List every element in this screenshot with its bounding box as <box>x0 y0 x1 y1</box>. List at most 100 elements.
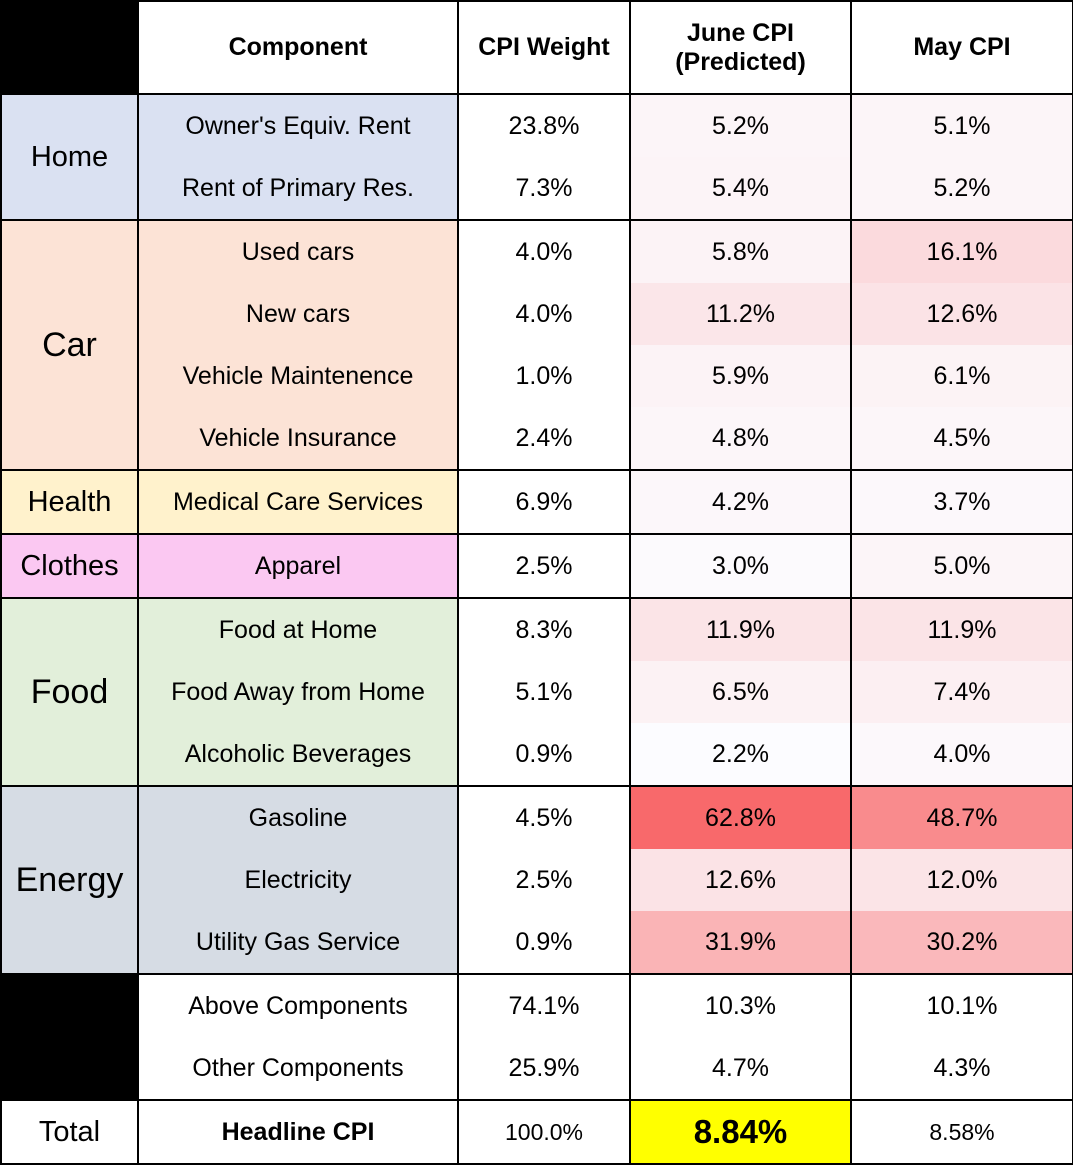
header-cpi-weight: CPI Weight <box>457 0 631 95</box>
component-cell: Owner's Equiv. Rent <box>137 93 459 157</box>
component-cell: Above Components <box>137 973 459 1037</box>
component-cell: Gasoline <box>137 785 459 849</box>
weight-cell: 2.5% <box>457 849 631 911</box>
table-body: Home Owner's Equiv. Rent 23.8% 5.2% 5.1% Rent… <box>0 93 1073 1165</box>
may-cpi-cell: 7.4% <box>850 661 1073 723</box>
june-cpi-cell: 5.8% <box>629 219 852 283</box>
june-cpi-cell: 62.8% <box>629 785 852 849</box>
table-row: Health Medical Care Services 6.9% 4.2% 3.7% <box>0 469 1073 535</box>
may-cpi-cell: 5.2% <box>850 157 1073 221</box>
table-row: Electricity 2.5% 12.6% 12.0% <box>1 849 1073 911</box>
table-row: Clothes Apparel 2.5% 3.0% 5.0% <box>0 533 1073 599</box>
weight-cell: 7.3% <box>457 157 631 221</box>
june-cpi-cell: 5.9% <box>629 345 852 407</box>
may-cpi-cell: 12.6% <box>850 283 1073 345</box>
table-row: Food Food at Home 8.3% 11.9% 11.9% <box>0 597 1073 787</box>
weight-cell: 0.9% <box>457 723 631 787</box>
component-cell: Electricity <box>137 849 459 911</box>
total-weight: 100.0% <box>457 1099 631 1165</box>
category-home: Home <box>0 93 139 221</box>
component-cell: Medical Care Services <box>137 469 459 535</box>
may-cpi-cell: 4.0% <box>850 723 1073 787</box>
table-row: Home Owner's Equiv. Rent 23.8% 5.2% 5.1% <box>0 93 1073 221</box>
table-row: Rent of Primary Res. 7.3% 5.4% 5.2% <box>1 157 1073 221</box>
component-cell: New cars <box>137 283 459 345</box>
june-cpi-cell: 4.7% <box>629 1037 852 1101</box>
may-cpi-cell: 4.3% <box>850 1037 1073 1101</box>
weight-cell: 4.0% <box>457 283 631 345</box>
june-cpi-cell: 31.9% <box>629 911 852 975</box>
may-cpi-cell: 16.1% <box>850 219 1073 283</box>
may-cpi-cell: 30.2% <box>850 911 1073 975</box>
may-cpi-cell: 12.0% <box>850 849 1073 911</box>
june-cpi-cell: 5.4% <box>629 157 852 221</box>
weight-cell: 6.9% <box>457 469 631 535</box>
table-row: Utility Gas Service 0.9% 31.9% 30.2% <box>1 911 1073 975</box>
header-may-cpi: May CPI <box>850 0 1073 95</box>
may-cpi-cell: 5.0% <box>850 533 1073 599</box>
may-cpi-cell: 4.5% <box>850 407 1073 471</box>
may-cpi-cell: 5.1% <box>850 93 1073 157</box>
component-cell: Vehicle Insurance <box>137 407 459 471</box>
category-car: Car <box>0 219 139 471</box>
component-cell: Apparel <box>137 533 459 599</box>
component-cell: Used cars <box>137 219 459 283</box>
table-row: New cars 4.0% 11.2% 12.6% <box>1 283 1073 345</box>
table-row: Food Away from Home 5.1% 6.5% 7.4% <box>1 661 1073 723</box>
weight-cell: 4.5% <box>457 785 631 849</box>
weight-cell: 2.5% <box>457 533 631 599</box>
table-row: Above Components 74.1% 10.3% 10.1% <box>0 973 1073 1101</box>
june-cpi-cell: 2.2% <box>629 723 852 787</box>
june-cpi-cell: 5.2% <box>629 93 852 157</box>
category-food: Food <box>0 597 139 787</box>
weight-cell: 5.1% <box>457 661 631 723</box>
table-row: Other Components 25.9% 4.7% 4.3% <box>1 1037 1073 1101</box>
june-cpi-cell: 3.0% <box>629 533 852 599</box>
may-cpi-cell: 11.9% <box>850 597 1073 661</box>
june-cpi-cell: 6.5% <box>629 661 852 723</box>
weight-cell: 74.1% <box>457 973 631 1037</box>
headline-june-cpi: 8.84% <box>629 1099 852 1165</box>
component-cell: Rent of Primary Res. <box>137 157 459 221</box>
component-cell: Food at Home <box>137 597 459 661</box>
headline-may-cpi: 8.58% <box>850 1099 1073 1165</box>
table-row: Vehicle Insurance 2.4% 4.8% 4.5% <box>1 407 1073 471</box>
june-cpi-cell: 10.3% <box>629 973 852 1037</box>
headline-cpi-label: Headline CPI <box>137 1099 459 1165</box>
weight-cell: 0.9% <box>457 911 631 975</box>
may-cpi-cell: 6.1% <box>850 345 1073 407</box>
june-cpi-cell: 11.2% <box>629 283 852 345</box>
category-summary <box>0 973 139 1101</box>
component-cell: Utility Gas Service <box>137 911 459 975</box>
weight-cell: 4.0% <box>457 219 631 283</box>
weight-cell: 8.3% <box>457 597 631 661</box>
category-clothes: Clothes <box>0 533 139 599</box>
header-row: Component CPI Weight June CPI (Predicted)… <box>0 0 1073 95</box>
category-health: Health <box>0 469 139 535</box>
table-row: Energy Gasoline 4.5% 62.8% 48.7% <box>0 785 1073 975</box>
june-cpi-cell: 4.2% <box>629 469 852 535</box>
header-component: Component <box>137 0 459 95</box>
weight-cell: 23.8% <box>457 93 631 157</box>
may-cpi-cell: 10.1% <box>850 973 1073 1037</box>
total-label: Total <box>0 1099 139 1165</box>
component-cell: Food Away from Home <box>137 661 459 723</box>
component-cell: Alcoholic Beverages <box>137 723 459 787</box>
component-cell: Vehicle Maintenence <box>137 345 459 407</box>
component-cell: Other Components <box>137 1037 459 1101</box>
june-cpi-cell: 11.9% <box>629 597 852 661</box>
header-june-cpi: June CPI (Predicted) <box>629 0 852 95</box>
total-row: Total Headline CPI 100.0% 8.84% 8.58% <box>0 1099 1073 1165</box>
table-row: Vehicle Maintenence 1.0% 5.9% 6.1% <box>1 345 1073 407</box>
june-cpi-cell: 12.6% <box>629 849 852 911</box>
header-corner <box>0 0 139 95</box>
table-row: Alcoholic Beverages 0.9% 2.2% 4.0% <box>1 723 1073 787</box>
table-row: Car Used cars 4.0% 5.8% 16.1% <box>0 219 1073 471</box>
weight-cell: 25.9% <box>457 1037 631 1101</box>
weight-cell: 2.4% <box>457 407 631 471</box>
june-cpi-cell: 4.8% <box>629 407 852 471</box>
may-cpi-cell: 48.7% <box>850 785 1073 849</box>
weight-cell: 1.0% <box>457 345 631 407</box>
category-energy: Energy <box>0 785 139 975</box>
